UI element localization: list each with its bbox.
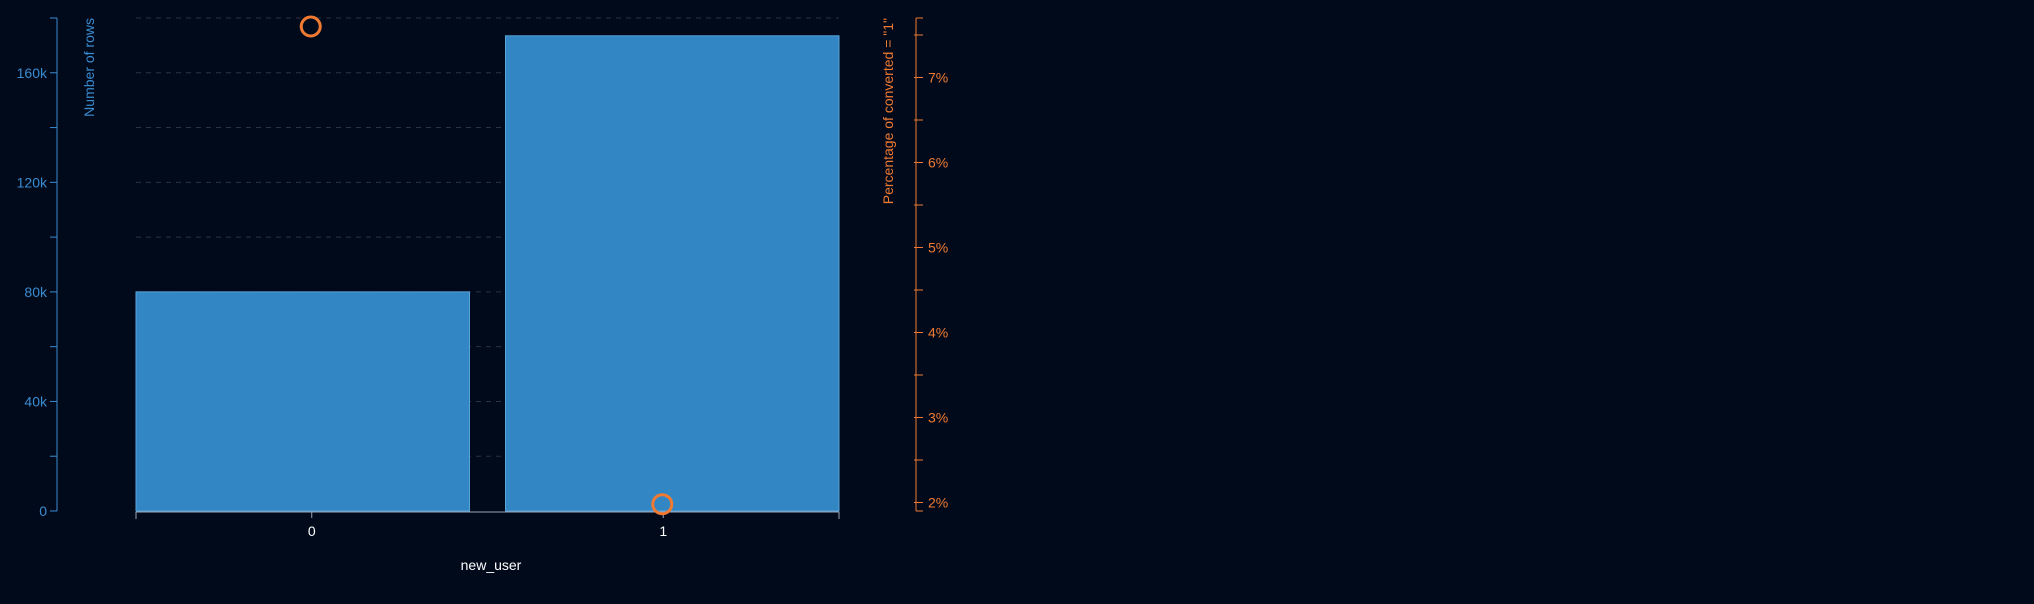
right-axis-title: Percentage of converted = "1" [880,18,896,204]
point-1 [651,493,674,516]
left-axis-title: Number of rows [81,18,97,117]
right-tick-label: 2% [928,495,948,511]
right-tick-label: 5% [928,240,948,256]
point-0 [299,15,322,38]
bar-1 [505,35,840,512]
x-axis-title: new_user [461,557,522,573]
x-tick-label: 0 [308,523,316,539]
grid-layer [136,17,839,457]
left-tick-label: 120k [17,174,48,190]
left-tick-label: 0 [39,503,47,519]
bar-0 [135,291,470,512]
right-tick-label: 6% [928,155,948,171]
left-tick-label: 80k [24,284,48,300]
right-tick-label: 4% [928,325,948,341]
left-tick-label: 160k [17,65,48,81]
bars-layer [135,35,840,512]
right-y-axis: 2% 3% 4% 5% 6% 7% [914,17,948,512]
left-tick-label: 40k [24,393,48,409]
right-tick-label: 3% [928,410,948,426]
x-tick-label: 1 [659,523,667,539]
left-y-axis: 0 40k 80k 120k 160k [17,17,58,519]
right-tick-label: 7% [928,70,948,86]
points-layer [299,15,674,516]
